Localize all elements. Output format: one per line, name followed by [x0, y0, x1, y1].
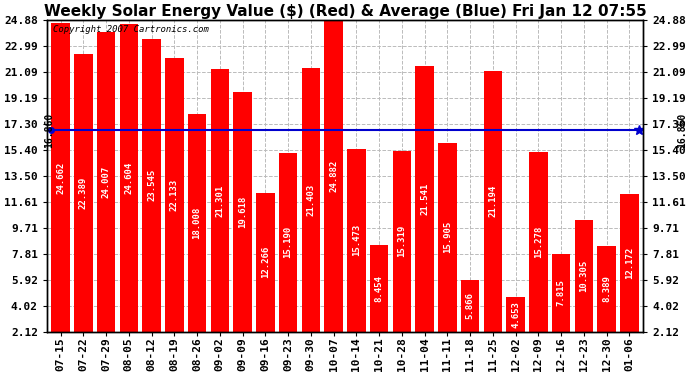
- Text: 5.866: 5.866: [466, 292, 475, 320]
- Bar: [142, 39, 161, 332]
- Bar: [370, 245, 388, 332]
- Text: 15.278: 15.278: [534, 225, 543, 258]
- Text: 10.305: 10.305: [580, 260, 589, 292]
- Text: Copyright 2007 Cartronics.com: Copyright 2007 Cartronics.com: [53, 25, 209, 34]
- Text: 15.473: 15.473: [352, 224, 361, 256]
- Bar: [506, 297, 525, 332]
- Text: 21.194: 21.194: [489, 185, 497, 217]
- Bar: [575, 220, 593, 332]
- Text: 22.389: 22.389: [79, 177, 88, 209]
- Bar: [51, 23, 70, 332]
- Text: 18.008: 18.008: [193, 207, 201, 239]
- Bar: [210, 69, 229, 332]
- Bar: [188, 114, 206, 332]
- Text: 19.618: 19.618: [238, 196, 247, 228]
- Bar: [97, 32, 115, 332]
- Bar: [233, 92, 252, 332]
- Text: 22.133: 22.133: [170, 178, 179, 211]
- Text: 15.190: 15.190: [284, 226, 293, 258]
- Text: 23.545: 23.545: [147, 169, 156, 201]
- Bar: [393, 151, 411, 332]
- Bar: [74, 54, 92, 332]
- Text: 24.882: 24.882: [329, 160, 338, 192]
- Bar: [415, 66, 434, 332]
- Bar: [438, 143, 457, 332]
- Text: 8.454: 8.454: [375, 275, 384, 302]
- Bar: [324, 20, 343, 332]
- Text: 4.653: 4.653: [511, 301, 520, 328]
- Bar: [279, 153, 297, 332]
- Text: 15.319: 15.319: [397, 225, 406, 257]
- Bar: [620, 194, 639, 332]
- Text: 12.266: 12.266: [261, 246, 270, 278]
- Bar: [552, 254, 571, 332]
- Bar: [119, 24, 138, 332]
- Bar: [347, 149, 366, 332]
- Text: 21.301: 21.301: [215, 184, 224, 216]
- Text: 16.860: 16.860: [44, 112, 55, 148]
- Text: 15.905: 15.905: [443, 221, 452, 254]
- Text: 24.007: 24.007: [101, 166, 110, 198]
- Bar: [461, 280, 480, 332]
- Text: 24.662: 24.662: [56, 161, 65, 194]
- Text: 21.541: 21.541: [420, 183, 429, 215]
- Bar: [302, 68, 320, 332]
- Bar: [165, 58, 184, 332]
- Text: 12.172: 12.172: [625, 247, 634, 279]
- Bar: [484, 71, 502, 332]
- Bar: [256, 193, 275, 332]
- Text: 21.403: 21.403: [306, 184, 315, 216]
- Text: 7.815: 7.815: [557, 279, 566, 306]
- Bar: [598, 246, 616, 332]
- Text: 16.860: 16.860: [677, 112, 687, 148]
- Text: 24.604: 24.604: [124, 162, 133, 194]
- Bar: [529, 152, 548, 332]
- Title: Weekly Solar Energy Value ($) (Red) & Average (Blue) Fri Jan 12 07:55: Weekly Solar Energy Value ($) (Red) & Av…: [43, 4, 647, 19]
- Text: 8.389: 8.389: [602, 275, 611, 302]
